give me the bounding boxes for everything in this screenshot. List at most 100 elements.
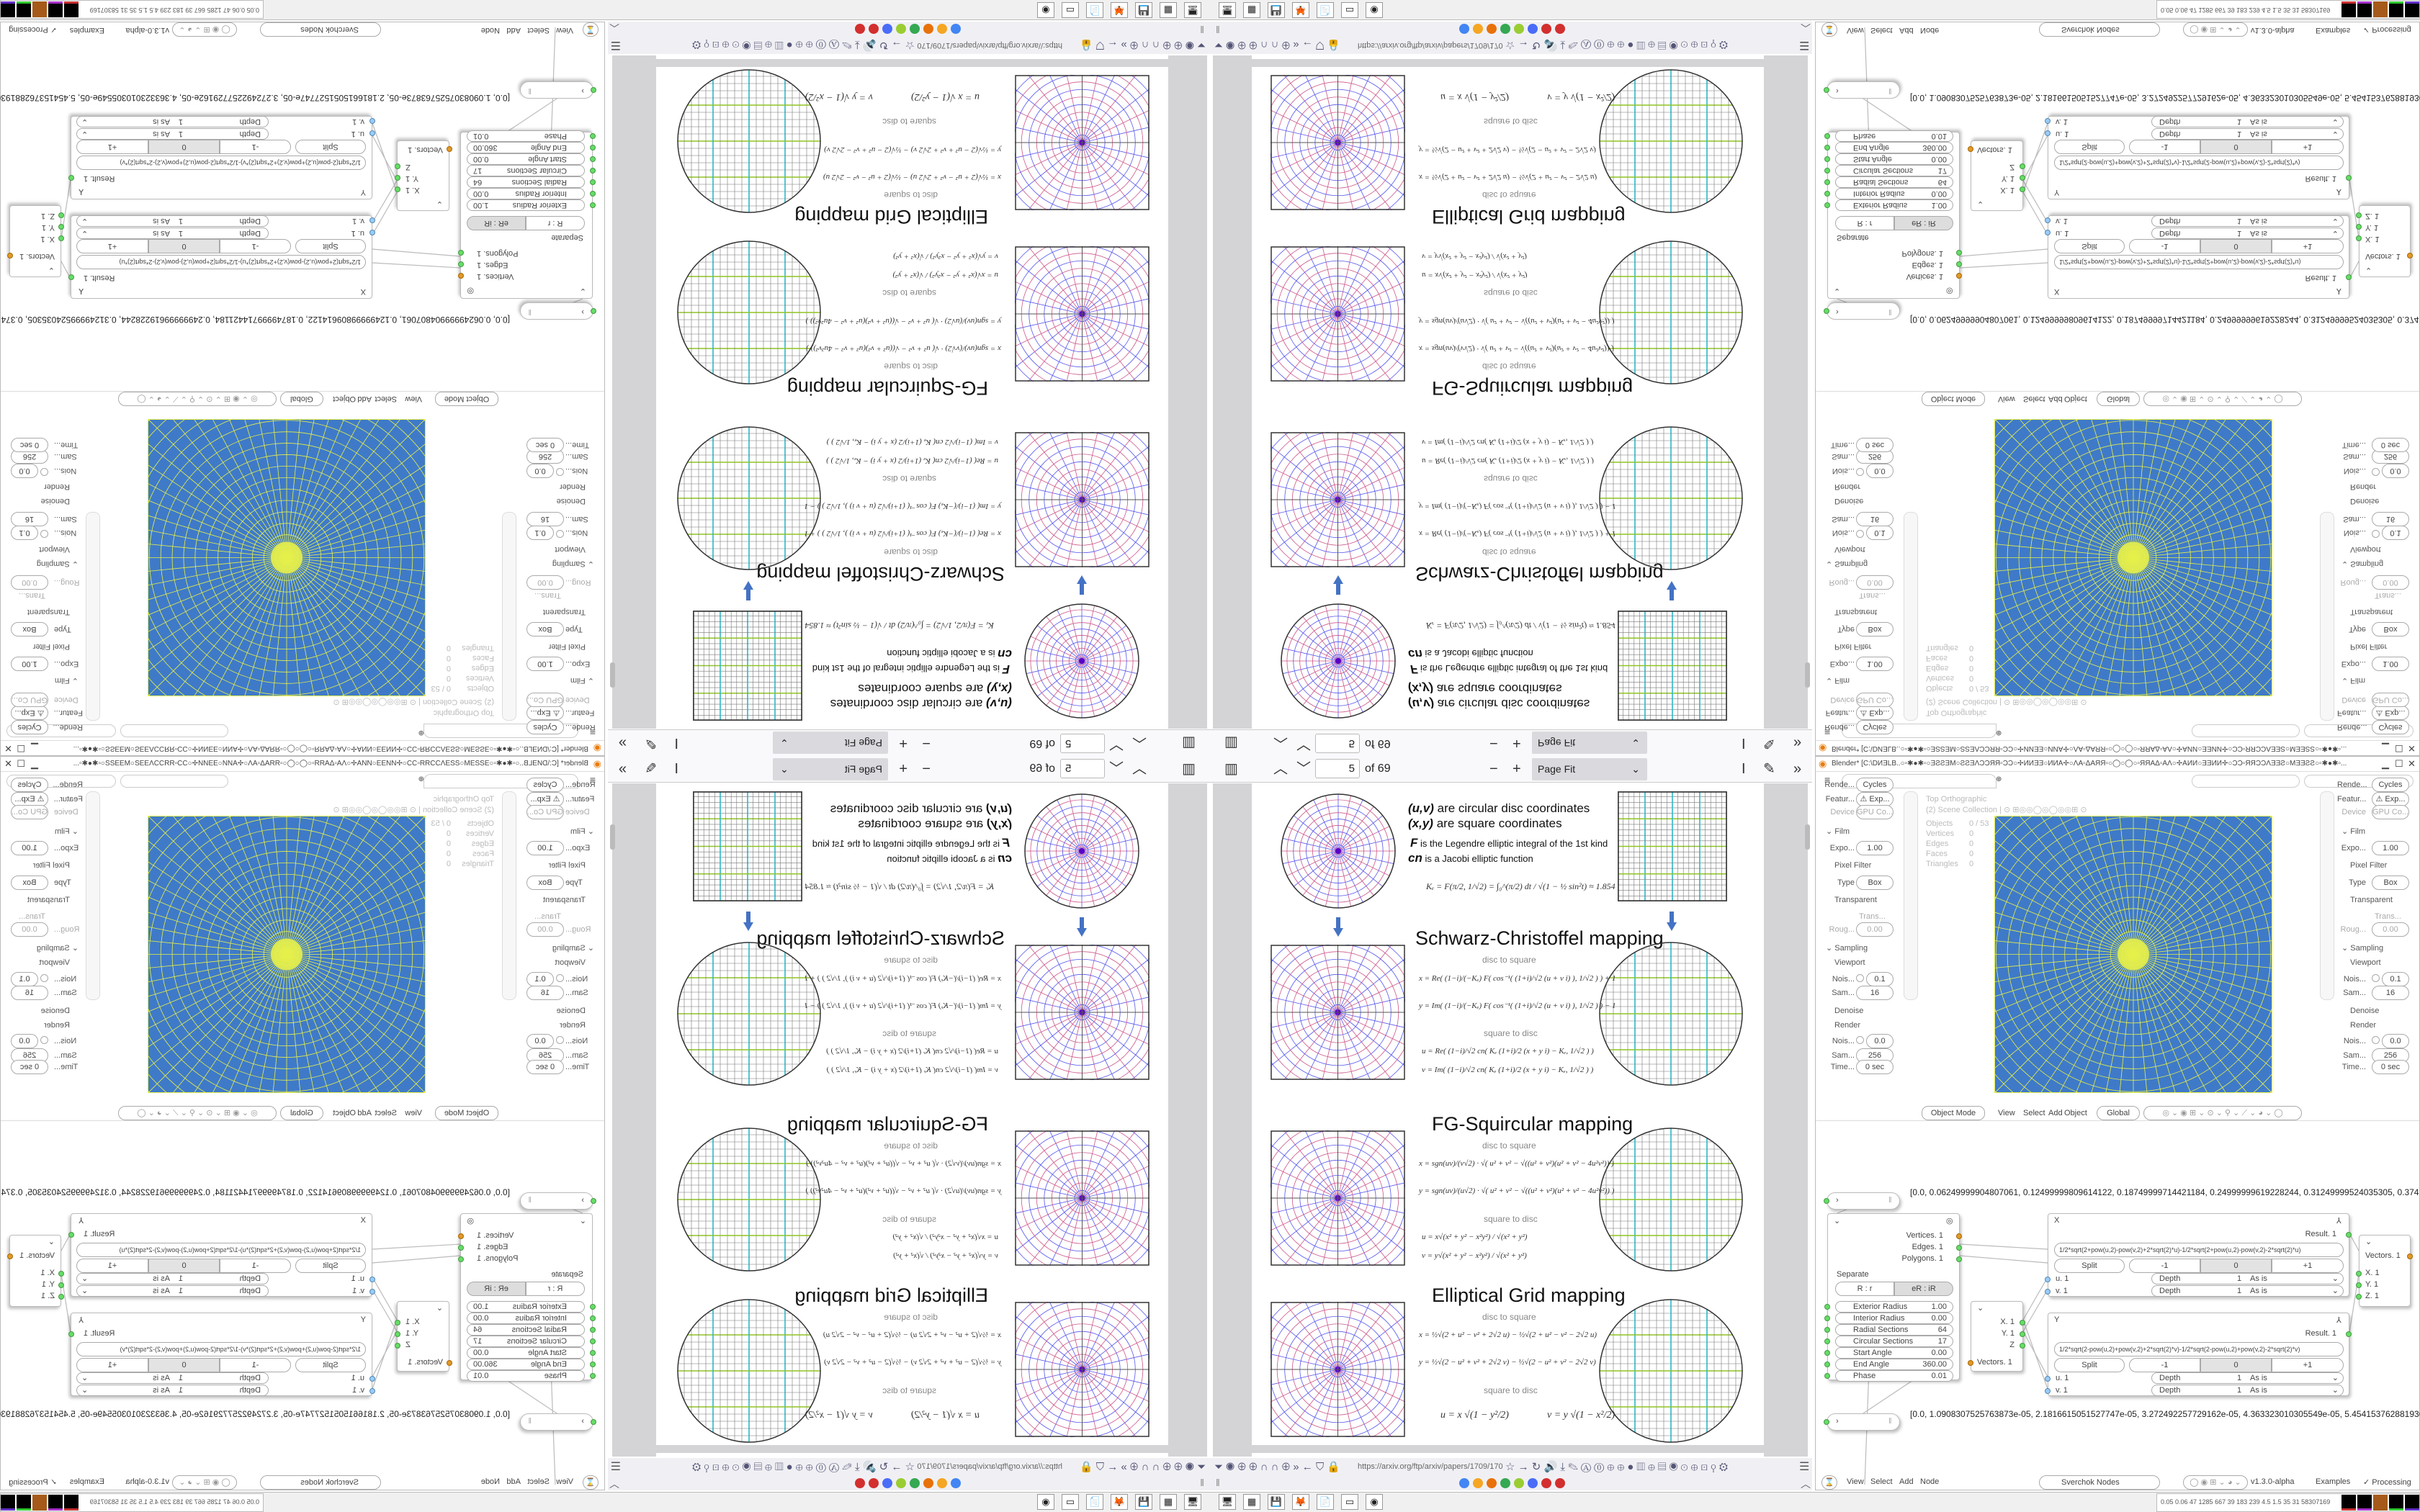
properties-tabs[interactable] (86, 791, 100, 1000)
viewer-node[interactable]: › ‖ (1824, 1413, 1900, 1431)
properties-tabs[interactable] (1904, 512, 1918, 721)
bookmark-icon[interactable] (1528, 24, 1538, 34)
property-field[interactable]: Box (2372, 622, 2409, 636)
property-field[interactable]: 0.0 (1866, 1034, 1894, 1048)
drag-handle-icon[interactable]: ‖ (528, 1196, 532, 1205)
settings-icon[interactable]: ◎ (467, 287, 474, 295)
property-field[interactable]: ⚠ Exp... (2372, 792, 2409, 806)
browser-extension-icons[interactable]: ☆ → ↻ 🔊 ⤓ ✎ Ⓐ ⓪ ⊕ ⊕ ● ▥ ⊕ ▤ ◉ ⊙ ⊕ ⊡ ⚲ ⚙ (1505, 1461, 1728, 1473)
parameter-field[interactable]: Circular Sections 17 (467, 1336, 585, 1347)
more-tools-icon[interactable]: » (1793, 761, 1802, 777)
checkbox-panel-header[interactable]: Denoise (556, 497, 586, 505)
subpanel-header[interactable]: Pixel Filter (2350, 642, 2388, 651)
formula-expression-input[interactable]: 1/2*sqrt(2-pow(u,2)+pow(v,2)+2*sqrt(2)*v… (76, 156, 366, 170)
menu-icon[interactable]: ☰ (1799, 39, 1810, 51)
expand-icon[interactable]: › (1836, 1196, 1839, 1205)
property-field[interactable]: Cycles (526, 778, 564, 792)
menu-add[interactable]: Add (2048, 395, 2063, 403)
property-field[interactable]: 0.0 (526, 1034, 554, 1048)
split-button[interactable]: Split (295, 239, 366, 253)
settings-icon[interactable]: ◎ (1946, 1217, 1953, 1225)
property-field[interactable]: 0.0 (2382, 464, 2409, 478)
bookmark-icon[interactable] (1555, 1478, 1565, 1488)
property-field[interactable]: 0.0 (2382, 1034, 2409, 1048)
snap-tools[interactable]: ◯ ◉ ⊞ ⌄ ◕ ⌄ (2183, 1475, 2248, 1490)
menu-select[interactable]: Select (2023, 1109, 2045, 1117)
zero-button[interactable]: 0 (2200, 1358, 2272, 1372)
mode-button[interactable]: eR : iR (467, 1282, 526, 1296)
subpanel-header[interactable]: Pixel Filter (548, 861, 586, 870)
bookmark-icon[interactable] (1514, 1478, 1524, 1488)
plus-button[interactable]: +1 (76, 1259, 148, 1273)
property-field[interactable]: 1.00 (2372, 657, 2409, 671)
property-field[interactable]: Box (526, 622, 564, 636)
property-field[interactable]: Box (2372, 876, 2409, 890)
zero-button[interactable]: 0 (2200, 1259, 2272, 1273)
node-tree-selector[interactable]: Sverchok Nodes (2039, 22, 2160, 37)
previous-page-button[interactable]: ︿ (1273, 735, 1288, 751)
subpanel-header[interactable]: Viewport (39, 958, 70, 967)
bookmark-icon[interactable] (1541, 1478, 1551, 1488)
expand-icon[interactable]: › (581, 307, 584, 316)
node-editor[interactable]: [0.0, 0.06249999904807061, 0.12499999809… (1816, 21, 2420, 392)
floppy-icon[interactable]: 💾 (1135, 2, 1152, 18)
browser-icons[interactable]: ⏷ ◉ ⊕ ⊕ ∩ ∩ ⊕ » ← ⛉ 🔒 (1079, 1461, 1206, 1473)
menu-object[interactable]: Object (2064, 1109, 2087, 1117)
node-tree-selector[interactable]: Sverchok Nodes (260, 22, 381, 37)
property-field[interactable]: 0.1 (526, 972, 554, 986)
bookmark-icon[interactable] (855, 24, 865, 34)
bookmark-icon[interactable] (1541, 24, 1551, 34)
property-field[interactable]: 0.0 (11, 464, 38, 478)
parameter-field[interactable]: Circular Sections 17 (1835, 1336, 1953, 1347)
bookmark-icon[interactable] (1500, 24, 1510, 34)
pause-icon[interactable]: ‖ (1200, 24, 1204, 35)
add-workspace-icon[interactable]: ⊕ (1996, 729, 2002, 737)
property-field[interactable]: Cycles (1856, 720, 1894, 734)
sidebar-toggle-icon[interactable]: ▥ (1182, 735, 1196, 751)
panel-header[interactable]: ⌄ Sampling (552, 559, 594, 568)
depth-field[interactable]: Depth 1 As is ⌄ (2151, 128, 2344, 140)
minimize-button[interactable]: ▁ (31, 758, 38, 769)
panel-header[interactable]: ⌄ Sampling (1826, 944, 1868, 953)
minus-button[interactable]: -1 (220, 1259, 291, 1273)
drag-handle-icon[interactable]: ‖ (1888, 307, 1892, 316)
zero-button[interactable]: 0 (148, 140, 220, 154)
menu-view[interactable]: View (1847, 1477, 1864, 1486)
vector-split-node[interactable]: ⌄ X. 1 Y. 1 Z Vectors. 1 (1968, 1301, 2025, 1372)
orientation-select[interactable]: Global (2097, 1106, 2140, 1120)
split-button[interactable]: Split (2054, 1259, 2125, 1273)
close-button[interactable]: ✕ (2408, 743, 2416, 754)
depth-field[interactable]: Depth 1 As is ⌄ (2151, 215, 2344, 227)
window-icon[interactable]: ▭ (1341, 1494, 1358, 1510)
collapse-icon[interactable]: ⌄ (1977, 1304, 1984, 1313)
examples-menu[interactable]: Examples (2316, 1477, 2351, 1486)
checkbox[interactable] (556, 530, 564, 538)
property-field[interactable]: Cycles (2372, 720, 2409, 734)
text-cursor-icon[interactable]: I (1742, 761, 1746, 777)
zero-button[interactable]: 0 (148, 239, 220, 253)
expand-icon[interactable]: › (581, 1196, 584, 1205)
property-field[interactable]: Cycles (1856, 778, 1894, 792)
checkbox-panel-header[interactable]: Denoise (556, 1007, 586, 1015)
subpanel-header[interactable]: Pixel Filter (1834, 861, 1872, 870)
subpanel-header[interactable]: Pixel Filter (32, 642, 70, 651)
calculator-icon[interactable]: ▦ (1243, 2, 1260, 18)
bookmark-icon[interactable] (951, 24, 961, 34)
remote-desktop-icon[interactable]: 🖥 (1219, 1494, 1236, 1510)
property-field[interactable]: ⚠ Exp... (526, 792, 564, 806)
parameter-field[interactable]: Exterior Radius 1.00 (467, 1301, 585, 1313)
mode-select[interactable]: Object Mode (435, 392, 498, 406)
text-cursor-icon[interactable]: I (674, 761, 678, 777)
page-number-input[interactable]: 5 (1060, 734, 1105, 753)
examples-menu[interactable]: Examples (2316, 26, 2351, 35)
more-tools-icon[interactable]: » (618, 761, 627, 777)
property-field[interactable]: ⚠ Exp... (11, 792, 48, 806)
blender-icon[interactable]: ◉ (1037, 2, 1054, 18)
parameter-field[interactable]: Interior Radius 0.00 (1835, 1313, 1953, 1324)
depth-field[interactable]: Depth 1 As is ⌄ (2151, 228, 2344, 239)
property-field[interactable]: Box (526, 876, 564, 890)
property-field[interactable]: GPU Co... (526, 805, 564, 819)
floppy-icon[interactable]: 💾 (1268, 2, 1285, 18)
examples-menu[interactable]: Examples (69, 1477, 104, 1486)
scene-selector[interactable] (120, 775, 228, 788)
